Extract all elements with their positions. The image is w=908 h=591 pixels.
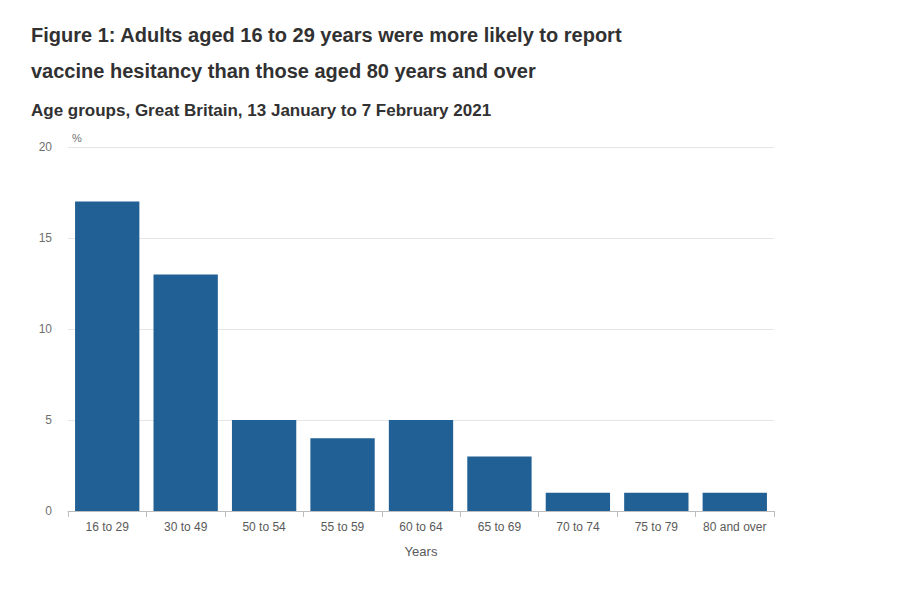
svg-text:30 to 49: 30 to 49 [164, 520, 208, 534]
svg-text:55 to 59: 55 to 59 [321, 520, 365, 534]
svg-text:65 to 69: 65 to 69 [478, 520, 522, 534]
svg-text:80 and over: 80 and over [703, 520, 766, 534]
svg-text:50 to 54: 50 to 54 [242, 520, 286, 534]
svg-text:70 to 74: 70 to 74 [556, 520, 600, 534]
svg-text:5: 5 [45, 413, 52, 427]
svg-text:16 to 29: 16 to 29 [86, 520, 130, 534]
svg-text:15: 15 [39, 231, 53, 245]
svg-text:vaccine hesitancy than those a: vaccine hesitancy than those aged 80 yea… [31, 60, 536, 82]
svg-text:10: 10 [39, 322, 53, 336]
svg-text:60 to 64: 60 to 64 [399, 520, 443, 534]
svg-text:75 to 79: 75 to 79 [635, 520, 679, 534]
svg-text:0: 0 [45, 504, 52, 518]
svg-text:Years: Years [405, 544, 438, 559]
svg-text:20: 20 [39, 140, 53, 154]
svg-text:Age groups, Great Britain, 13: Age groups, Great Britain, 13 January to… [31, 101, 491, 120]
svg-text:Figure 1: Adults aged 16 to 29: Figure 1: Adults aged 16 to 29 years wer… [31, 24, 627, 46]
svg-text:%: % [72, 132, 82, 144]
